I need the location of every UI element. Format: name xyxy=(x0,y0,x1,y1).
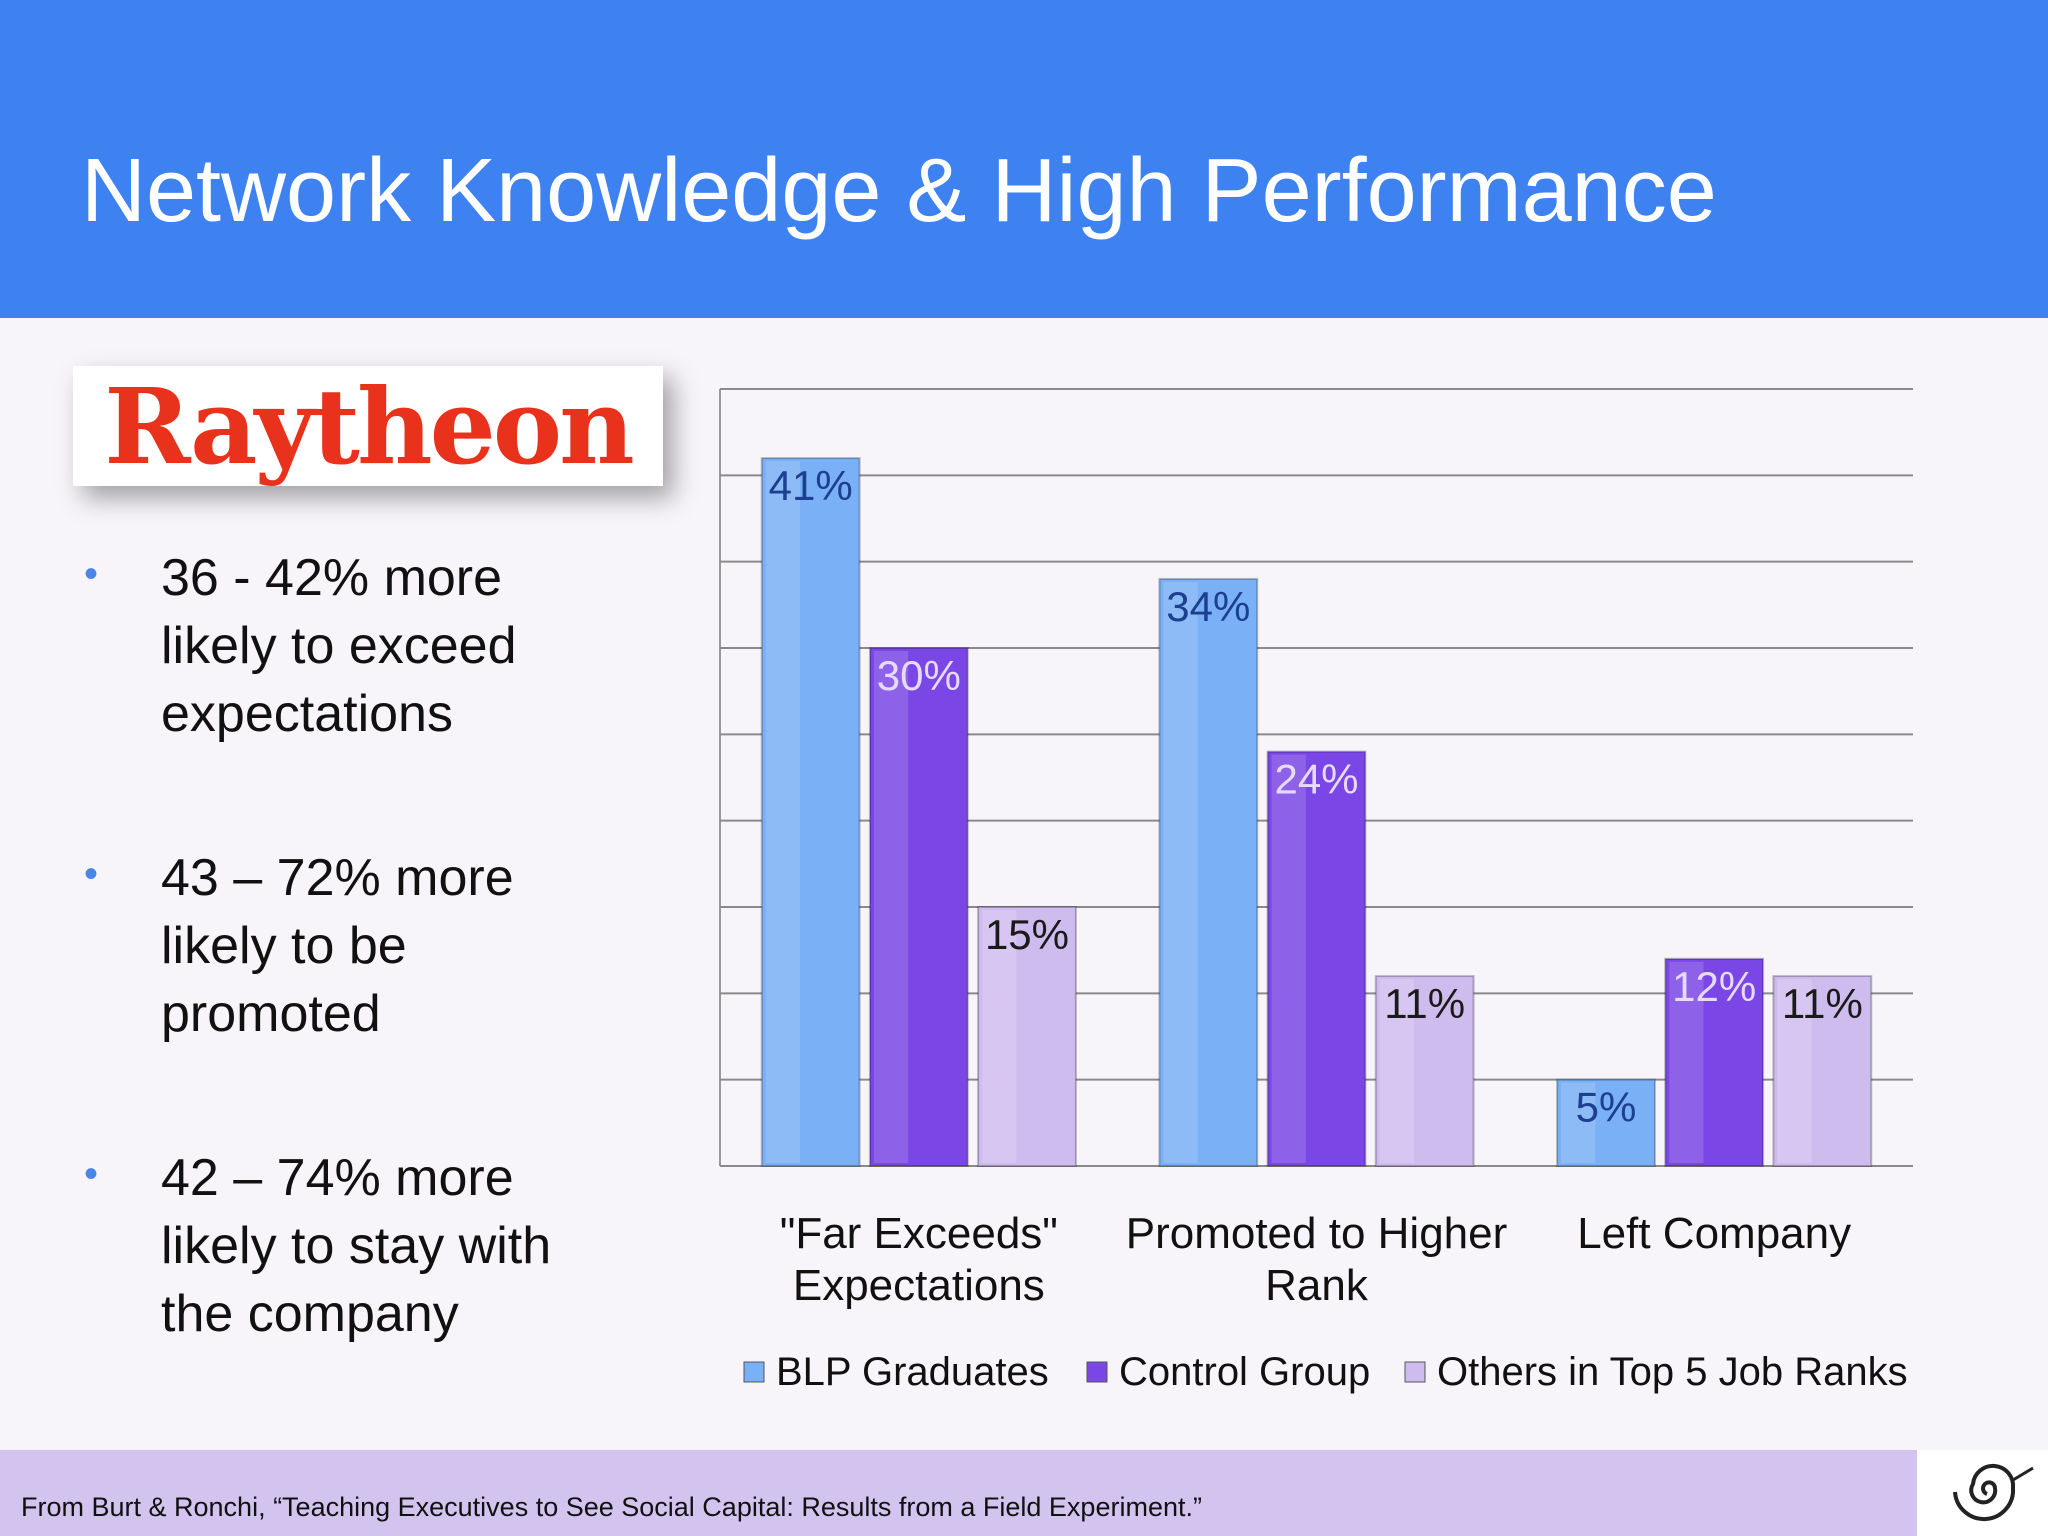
legend-swatch xyxy=(743,1361,765,1383)
bar xyxy=(760,457,861,1168)
footer-band xyxy=(0,1450,2048,1536)
swirl-icon xyxy=(1953,1463,2034,1522)
legend-label: BLP Graduates xyxy=(776,1350,1049,1394)
bullet: 43 – 72% more likely to be promoted xyxy=(161,849,514,1043)
bar xyxy=(1664,957,1765,1167)
bar-shine xyxy=(982,910,1017,1163)
data-label: 15% xyxy=(985,911,1069,958)
data-label: 30% xyxy=(877,652,961,699)
data-label: 11% xyxy=(1782,980,1863,1027)
bullet-dot: • xyxy=(84,552,99,596)
bullet: 42 – 74% more likely to stay with the co… xyxy=(161,1149,552,1343)
bar xyxy=(1266,750,1367,1167)
bullet-dot: • xyxy=(84,852,99,896)
bar xyxy=(1374,975,1475,1167)
bar xyxy=(977,906,1077,1167)
bar-shine xyxy=(1163,581,1198,1163)
x-tick-label: Left Company xyxy=(1577,1209,1852,1258)
bullet-dot: • xyxy=(84,1152,99,1196)
x-tick-label: Promoted to Higher Rank xyxy=(1125,1209,1508,1310)
bar-shine xyxy=(1561,1082,1596,1163)
bar xyxy=(868,647,969,1167)
data-label: 12% xyxy=(1672,963,1756,1010)
logo: Raytheon xyxy=(73,365,663,488)
header-band xyxy=(0,0,2048,318)
data-label: 5% xyxy=(1576,1084,1637,1131)
footnote: From Burt & Ronchi, “Teaching Executives… xyxy=(21,1492,1202,1522)
data-label: 24% xyxy=(1274,756,1358,803)
bar xyxy=(1158,577,1259,1167)
data-label: 11% xyxy=(1384,980,1465,1027)
legend-swatch xyxy=(1404,1361,1426,1383)
slide-title: Network Knowledge & High Performance xyxy=(81,141,1717,241)
legend-label: Control Group xyxy=(1119,1350,1371,1394)
bar-shine xyxy=(1271,754,1306,1163)
legend-swatch xyxy=(1086,1361,1108,1383)
bar-shine xyxy=(1669,961,1704,1163)
x-tick-label: "Far Exceeds" Expectations xyxy=(779,1209,1058,1310)
bar-shine xyxy=(873,651,909,1163)
data-label: 41% xyxy=(769,462,853,509)
data-label: 34% xyxy=(1166,583,1250,630)
bar-shine xyxy=(1777,979,1812,1163)
bar-shine xyxy=(765,461,800,1164)
bar xyxy=(1556,1078,1656,1167)
bar xyxy=(1772,975,1873,1167)
legend-label: Others in Top 5 Job Ranks xyxy=(1437,1350,1908,1394)
swirl-logo xyxy=(1917,1450,2048,1536)
bullet: 36 - 42% more likely to exceed expectati… xyxy=(161,549,517,743)
bar-shine xyxy=(1379,979,1414,1163)
